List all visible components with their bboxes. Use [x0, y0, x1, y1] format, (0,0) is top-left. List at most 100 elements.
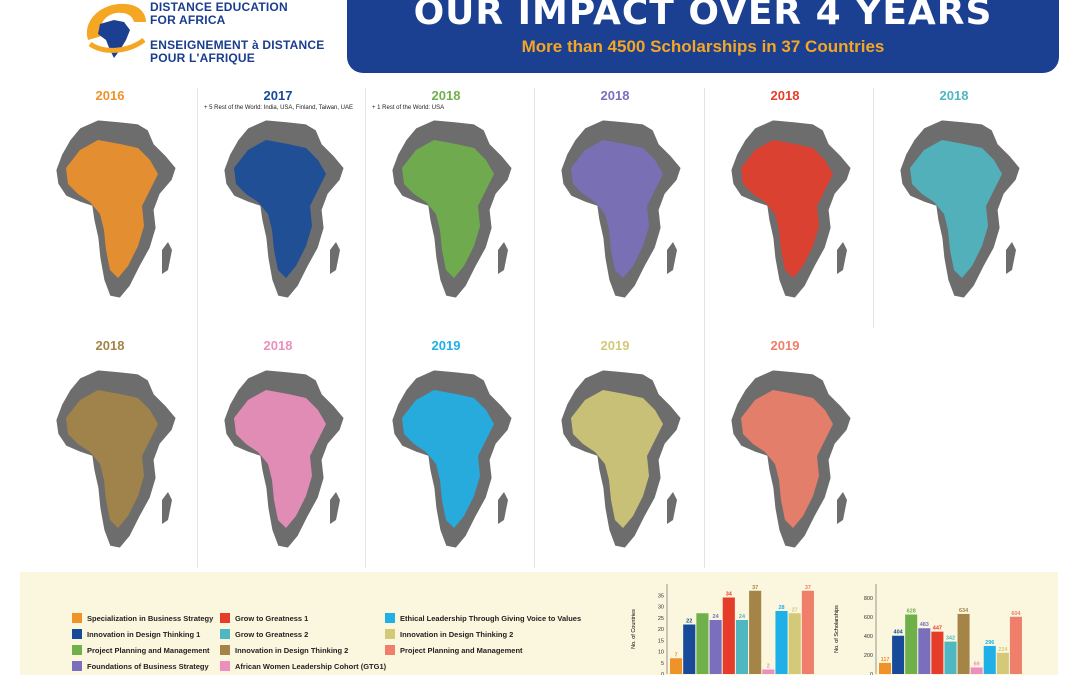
africa-highlight-region [741, 390, 833, 528]
column-divider [704, 88, 705, 568]
bar [683, 624, 696, 674]
madagascar-shape [837, 492, 847, 524]
bar-value-label: 634 [959, 608, 969, 614]
legend-swatch [385, 645, 395, 655]
legend-item: African Women Leadership Cohort (GTG1) [220, 660, 386, 672]
africa-map [560, 369, 682, 549]
map-cell-0: 2016 [30, 88, 190, 328]
bar-value-label: 628 [907, 609, 916, 615]
logo-text-line-4: POUR L'AFRIQUE [150, 51, 255, 65]
map-cell-10: 2019 [705, 338, 865, 578]
legend-item: Project Planning and Management [72, 644, 210, 656]
legend-label: Project Planning and Management [87, 645, 210, 655]
logo-text-line-1: DISTANCE EDUCATION [150, 0, 288, 14]
madagascar-shape [330, 492, 340, 524]
bar [892, 635, 905, 674]
bar-value-label: 37 [752, 585, 758, 591]
bar [670, 658, 683, 674]
bar-value-label: 37 [805, 585, 811, 591]
legend-label: Grow to Greatness 1 [235, 613, 309, 623]
madagascar-shape [162, 492, 172, 524]
africa-highlight-region [66, 140, 158, 278]
africa-highlight-region [66, 390, 158, 528]
bar-value-label: 22 [686, 619, 692, 625]
legend-swatch [72, 629, 82, 639]
africa-logo-icon [86, 3, 146, 58]
africa-highlight-region [571, 390, 663, 528]
madagascar-shape [330, 242, 340, 274]
y-axis-label: No. of Countries [631, 609, 637, 649]
africa-map [223, 369, 345, 549]
bar-value-label: 7 [675, 652, 678, 658]
legend-item: Ethical Leadership Through Giving Voice … [385, 612, 581, 624]
madagascar-shape [837, 242, 847, 274]
bar-value-label: 2 [767, 664, 770, 670]
logo-text-line-2: FOR AFRICA [150, 13, 226, 27]
africa-highlight-region [402, 140, 494, 278]
bar [1009, 616, 1022, 674]
legend-item: Project Planning and Management [385, 644, 523, 656]
y-tick-label: 35 [658, 593, 664, 599]
y-tick-label: 800 [864, 596, 873, 602]
legend-item: Innovation in Design Thinking 2 [220, 644, 348, 656]
legend-label: Innovation in Design Thinking 1 [87, 629, 201, 639]
legend-label: Innovation in Design Thinking 2 [235, 645, 349, 655]
bar-value-label: 604 [1011, 611, 1021, 617]
map-cell-8: 2019 [366, 338, 526, 578]
bar-value-label: 117 [881, 657, 890, 663]
y-tick-label: 400 [864, 634, 873, 640]
bar [957, 613, 970, 674]
map-year-label: 2017 [263, 88, 293, 103]
map-year-label: 2018 [263, 338, 293, 353]
map-cell-2: 2018 + 1 Rest of the World: USA [366, 88, 526, 328]
bar [931, 631, 944, 674]
bar [879, 662, 892, 674]
map-year-label: 2018 [939, 88, 969, 103]
legend-swatch [220, 661, 230, 671]
bar [735, 620, 749, 674]
bar-value-label: 24 [713, 614, 720, 620]
y-tick-label: 15 [658, 638, 664, 644]
legend-label: Specialization in Business Strategy [87, 613, 214, 623]
madagascar-shape [1006, 242, 1016, 274]
bar [970, 667, 983, 674]
legend-swatch [385, 613, 395, 623]
column-divider [365, 88, 366, 568]
africa-highlight-region [234, 390, 326, 528]
legend-item: Grow to Greatness 1 [220, 612, 308, 624]
map-cell-7: 2018 [198, 338, 358, 578]
title-banner: OUR IMPACT OVER 4 YEARS More than 4500 S… [347, 0, 1059, 73]
bar-value-label: 224 [998, 647, 1008, 653]
bar-value-label: 342 [946, 636, 955, 642]
legend-item: Innovation in Design Thinking 1 [72, 628, 200, 640]
column-divider [197, 88, 198, 568]
legend-swatch [220, 613, 230, 623]
map-year-label: 2018 [770, 88, 800, 103]
legend-swatch [220, 645, 230, 655]
legend-panel: Specialization in Business Strategy Innov… [20, 572, 1058, 678]
map-cell-1: 2017 + 5 Rest of the World: India, USA, F… [198, 88, 358, 328]
column-divider [534, 88, 535, 568]
legend-label: African Women Leadership Cohort (GTG1) [235, 661, 387, 671]
bar-value-label: 69 [974, 661, 980, 667]
africa-map [899, 119, 1021, 299]
africa-map [55, 119, 177, 299]
map-year-label: 2016 [95, 88, 125, 103]
legend-swatch [72, 613, 82, 623]
y-tick-label: 10 [658, 650, 664, 656]
bar [918, 628, 931, 674]
bar-value-label: 296 [985, 640, 994, 646]
bar [722, 597, 735, 674]
africa-map [730, 369, 852, 549]
bar-value-label: 24 [739, 614, 746, 620]
map-year-label: 2019 [431, 338, 461, 353]
legend-label: Ethical Leadership Through Giving Voice … [400, 613, 582, 623]
legend-label: Project Planning and Management [400, 645, 523, 655]
legend-swatch [72, 661, 82, 671]
legend-label: Grow to Greatness 2 [235, 629, 309, 639]
africa-map [730, 119, 852, 299]
africa-highlight-region [571, 140, 663, 278]
africa-map [391, 119, 513, 299]
page-title: OUR IMPACT OVER 4 YEARS [413, 0, 993, 33]
madagascar-shape [667, 242, 677, 274]
